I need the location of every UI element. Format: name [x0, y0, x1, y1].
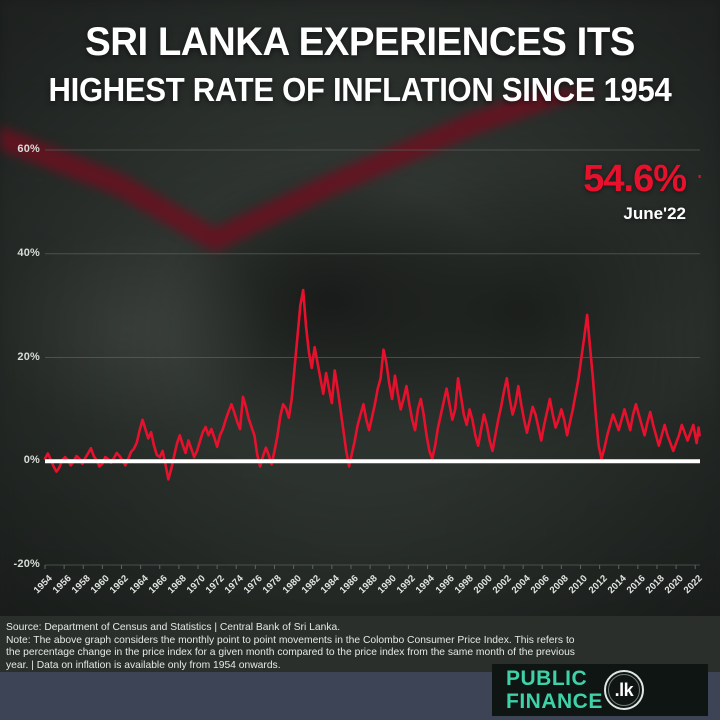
logo-badge-ring-inner	[607, 674, 640, 706]
callout-value: 54.6%	[583, 158, 687, 200]
y-axis-tick-label: -20%	[13, 558, 40, 570]
logo-domain-badge-icon: .lk	[599, 665, 649, 715]
footer: Source: Department of Census and Statist…	[0, 616, 720, 720]
footer-note-line2: the percentage change in the price index…	[6, 647, 575, 659]
background-chart-watermark	[0, 90, 601, 251]
logo-badge-text: .lk	[614, 679, 634, 700]
logo-badge-ring-outer	[603, 670, 644, 710]
callout-period: June'22	[623, 204, 686, 223]
page-title-line2: HIGHEST RATE OF INFLATION SINCE 1954	[48, 71, 672, 108]
logo-line1: PUBLIC	[506, 667, 588, 690]
logo-wordmark: PUBLIC FINANCE	[506, 668, 603, 712]
y-axis-tick-label: 40%	[17, 246, 40, 259]
peak-value-callout: 54.6% June'22	[583, 158, 687, 223]
logo-line2: FINANCE	[506, 690, 603, 713]
inflation-line-series	[43, 288, 701, 481]
page-title-line1: SRI LANKA EXPERIENCES ITS	[85, 20, 635, 64]
chart-tick-marks	[44, 565, 696, 569]
y-axis-tick-label: 0%	[23, 454, 40, 467]
footer-note-line1: Note: The above graph considers the mont…	[6, 634, 575, 646]
header: SRI LANKA EXPERIENCES ITS HIGHEST RATE O…	[0, 0, 720, 106]
footer-note-line3: year. | Data on inflation is available o…	[6, 659, 281, 671]
publicfinance-logo[interactable]: PUBLIC FINANCE .lk	[492, 664, 708, 716]
y-axis-tick-label: 60%	[17, 143, 40, 155]
footer-notes: Source: Department of Census and Statist…	[6, 622, 708, 672]
footer-source: Source: Department of Census and Statist…	[6, 622, 341, 633]
y-axis-tick-label: 20%	[17, 350, 40, 363]
